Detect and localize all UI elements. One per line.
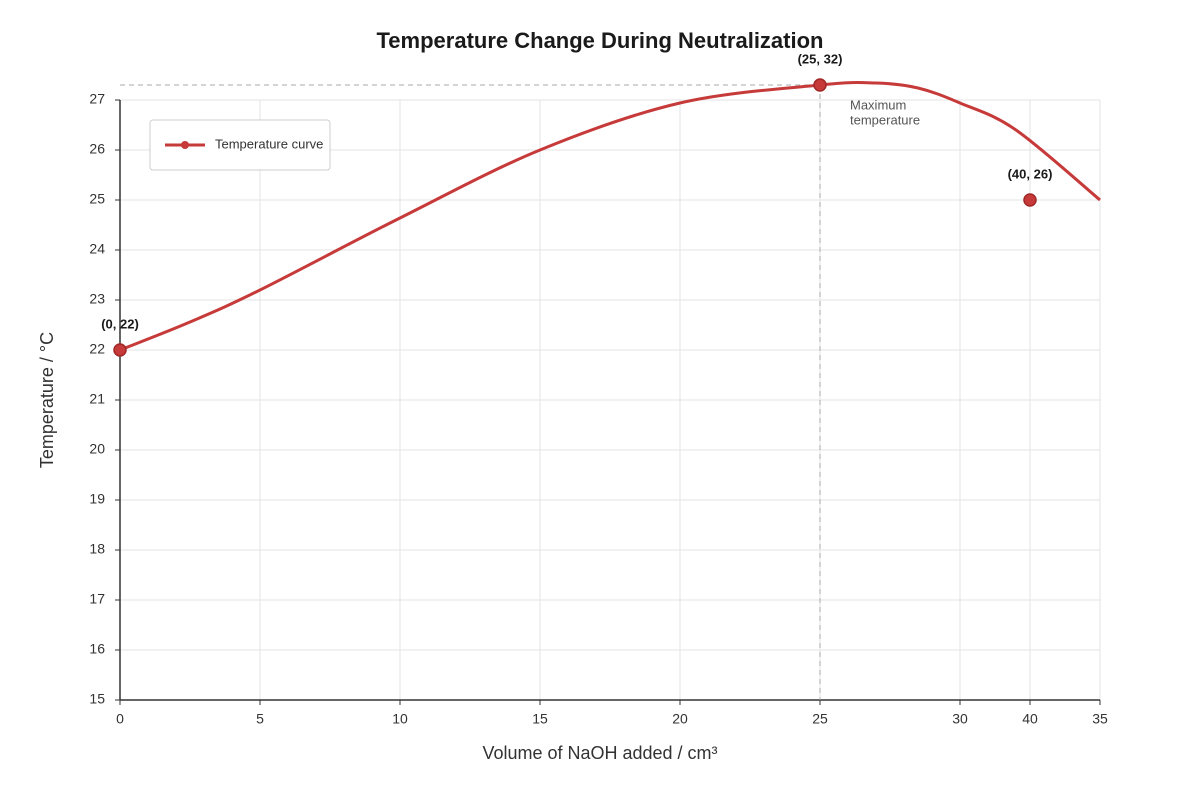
y-tick-label: 18	[89, 541, 105, 557]
annotation: temperature	[850, 112, 920, 127]
x-tick-label: 10	[392, 711, 408, 727]
y-tick-label: 26	[89, 141, 105, 157]
y-tick-label: 17	[89, 591, 105, 607]
y-axis-label: Temperature / °C	[37, 332, 57, 468]
y-tick-label: 21	[89, 391, 105, 407]
y-tick-label: 15	[89, 691, 105, 707]
x-tick-label: 40	[1022, 711, 1038, 727]
y-tick-label: 25	[89, 191, 105, 207]
data-point	[113, 343, 127, 357]
x-tick-label: 35	[1092, 711, 1108, 727]
legend-box	[149, 119, 331, 171]
y-tick-label: 23	[89, 291, 105, 307]
x-tick-label: 5	[256, 711, 264, 727]
x-axis-label: Volume of NaOH added / cm³	[482, 743, 717, 763]
y-tick-label: 19	[89, 491, 105, 507]
x-tick-label: 30	[952, 711, 968, 727]
chart-title: Temperature Change During Neutralization	[377, 28, 824, 53]
x-tick-label: 0	[116, 711, 124, 727]
y-tick-label: 20	[89, 441, 105, 457]
legend-label: Temperature curve	[215, 136, 323, 151]
annotation: Maximum	[850, 97, 906, 112]
x-tick-label: 25	[812, 711, 828, 727]
point-label: (40, 26)	[1008, 166, 1053, 181]
legend-marker	[181, 141, 189, 149]
point-label: (25, 32)	[798, 51, 843, 66]
y-tick-label: 16	[89, 641, 105, 657]
data-point	[813, 78, 827, 92]
point-label: (0, 22)	[101, 316, 139, 331]
y-tick-label: 27	[89, 91, 105, 107]
x-tick-label: 20	[672, 711, 688, 727]
data-point	[1023, 193, 1037, 207]
line-series	[119, 81, 1101, 352]
x-tick-label: 15	[532, 711, 548, 727]
y-tick-label: 24	[89, 241, 105, 257]
y-tick-label: 22	[89, 341, 105, 357]
